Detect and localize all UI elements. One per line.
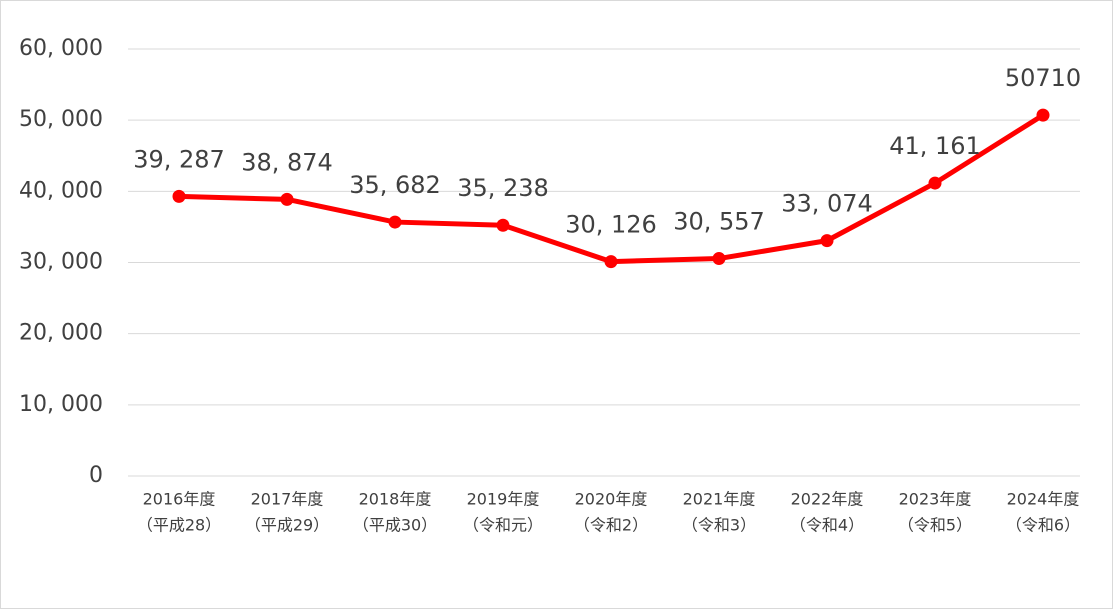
x-tick-label: （令和3） bbox=[682, 516, 756, 535]
x-tick-label: 2022年度 bbox=[791, 490, 864, 509]
data-point bbox=[496, 218, 510, 232]
y-tick-label: 50, 000 bbox=[19, 107, 103, 132]
x-tick-label: （令和元） bbox=[463, 516, 543, 535]
x-tick-label: 2021年度 bbox=[683, 490, 756, 509]
x-tick-label: （令和6） bbox=[1006, 516, 1080, 535]
data-point bbox=[820, 234, 834, 248]
y-tick-label: 60, 000 bbox=[19, 36, 103, 61]
y-tick-label: 10, 000 bbox=[19, 392, 103, 417]
data-label: 35, 238 bbox=[457, 174, 549, 202]
data-point bbox=[928, 176, 942, 190]
data-label: 33, 074 bbox=[781, 190, 873, 218]
data-label: 41, 161 bbox=[889, 132, 981, 160]
x-tick-label: 2020年度 bbox=[575, 490, 648, 509]
x-tick-label: （平成30） bbox=[353, 516, 437, 535]
data-label: 30, 126 bbox=[565, 211, 657, 239]
data-point bbox=[172, 189, 186, 203]
y-tick-label: 40, 000 bbox=[19, 178, 103, 203]
x-tick-label: 2019年度 bbox=[467, 490, 540, 509]
x-tick-label: 2024年度 bbox=[1007, 490, 1080, 509]
data-label: 30, 557 bbox=[673, 208, 765, 236]
y-tick-label: 30, 000 bbox=[19, 250, 103, 275]
data-label: 35, 682 bbox=[349, 171, 441, 199]
y-tick-label: 0 bbox=[89, 463, 103, 488]
data-point bbox=[1036, 108, 1050, 122]
x-tick-label: 2023年度 bbox=[899, 490, 972, 509]
y-tick-label: 20, 000 bbox=[19, 321, 103, 346]
data-label: 39, 287 bbox=[133, 145, 225, 173]
x-tick-label: （令和2） bbox=[574, 516, 648, 535]
x-tick-label: 2017年度 bbox=[251, 490, 324, 509]
x-tick-label: （令和4） bbox=[790, 516, 864, 535]
x-tick-label: （平成28） bbox=[137, 516, 221, 535]
x-tick-label: 2018年度 bbox=[359, 490, 432, 509]
data-point bbox=[712, 252, 726, 266]
x-tick-label: 2016年度 bbox=[143, 490, 216, 509]
data-point bbox=[604, 255, 618, 269]
data-point bbox=[388, 215, 402, 229]
x-tick-label: （令和5） bbox=[898, 516, 972, 535]
x-tick-label: （平成29） bbox=[245, 516, 329, 535]
data-label: 38, 874 bbox=[241, 148, 333, 176]
data-label: 50710 bbox=[1005, 64, 1081, 92]
data-point bbox=[280, 192, 294, 206]
